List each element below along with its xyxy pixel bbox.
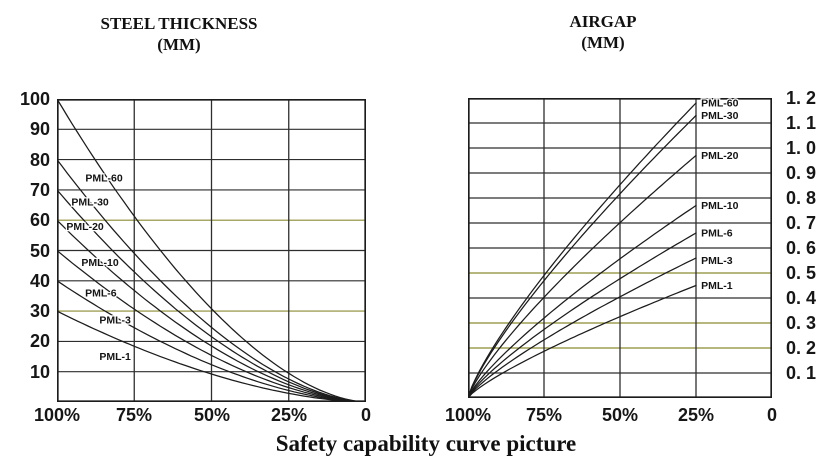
curve-label-pml-30: PML-30: [701, 110, 739, 122]
y-tick-label: 0. 2: [786, 338, 817, 358]
curve-label-pml-3: PML-3: [99, 315, 131, 327]
y-tick-label: 10: [29, 362, 50, 382]
curve-label-pml-60: PML-60: [85, 172, 123, 184]
x-tick-label: 100%: [444, 405, 492, 425]
curve-pml-10: [57, 219, 366, 402]
y-tick-label: 60: [29, 210, 50, 230]
x-tick-label: 25%: [270, 405, 308, 425]
right-chart-title: AIRGAP (MM): [523, 11, 683, 53]
curve-label-pml-60: PML-60: [701, 98, 739, 110]
curve-pml-1: [57, 310, 366, 402]
x-tick-label: 0: [360, 405, 371, 425]
curve-label-pml-1: PML-1: [99, 351, 131, 363]
curve-pml-20: [468, 154, 697, 398]
y-tick-label: 40: [29, 271, 50, 291]
y-tick-label: 0. 4: [786, 288, 817, 308]
y-tick-label: 0. 7: [786, 213, 817, 233]
right-chart-title-line2: (MM): [581, 33, 625, 52]
left-chart-title: STEEL THICKNESS (MM): [59, 13, 299, 55]
curve-pml-30: [57, 158, 366, 402]
y-tick-label: 90: [29, 119, 50, 139]
y-tick-label: 1. 1: [786, 113, 817, 133]
y-tick-label: 50: [29, 241, 50, 261]
y-tick-label: 30: [29, 301, 50, 321]
curve-label-pml-6: PML-6: [701, 228, 733, 240]
curve-pml-6: [57, 249, 366, 402]
y-tick-label: 0. 6: [786, 238, 817, 258]
curve-label-pml-30: PML-30: [71, 197, 109, 209]
curve-pml-1: [468, 284, 697, 398]
x-tick-label: 0: [766, 405, 777, 425]
right-chart-title-line1: AIRGAP: [569, 12, 637, 31]
y-tick-label: 1. 2: [786, 88, 817, 108]
y-tick-label: 80: [29, 150, 50, 170]
y-tick-label: 100: [19, 89, 50, 109]
y-tick-label: 0. 8: [786, 188, 817, 208]
curve-pml-10: [468, 204, 697, 398]
figure-caption: Safety capability curve picture: [275, 431, 577, 456]
curve-pml-30: [468, 114, 697, 398]
x-tick-label: 75%: [525, 405, 563, 425]
y-tick-label: 70: [29, 180, 50, 200]
curve-pml-60: [57, 99, 366, 402]
x-tick-label: 75%: [115, 405, 153, 425]
y-tick-label: 20: [29, 331, 50, 351]
curve-label-pml-1: PML-1: [701, 280, 733, 292]
curve-label-pml-3: PML-3: [701, 255, 733, 267]
left-chart-title-line1: STEEL THICKNESS: [100, 14, 258, 33]
curve-label-pml-20: PML-20: [66, 221, 104, 233]
x-tick-label: 100%: [33, 405, 81, 425]
curve-pml-6: [468, 232, 697, 398]
x-tick-label: 25%: [677, 405, 715, 425]
y-tick-label: 1. 0: [786, 138, 817, 158]
y-tick-label: 0. 1: [786, 363, 817, 383]
x-tick-label: 50%: [601, 405, 639, 425]
y-tick-label: 0. 9: [786, 163, 817, 183]
curve-label-pml-6: PML-6: [85, 287, 117, 299]
curve-label-pml-20: PML-20: [701, 150, 739, 162]
curve-label-pml-10: PML-10: [701, 200, 739, 212]
curve-pml-3: [468, 257, 697, 398]
curve-label-pml-10: PML-10: [81, 257, 119, 269]
left-chart-title-line2: (MM): [157, 35, 201, 54]
curve-pml-3: [57, 280, 366, 402]
steel-thickness-plot: PML-60 PML-30 PML-20 PML-10 PML-6 PML-3 PML-1: [57, 99, 366, 402]
curve-pml-20: [57, 189, 366, 402]
curve-pml-60: [468, 102, 697, 398]
plot-border: [468, 98, 772, 398]
y-tick-label: 0. 5: [786, 263, 817, 283]
x-tick-label: 50%: [193, 405, 231, 425]
y-tick-label: 0. 3: [786, 313, 817, 333]
